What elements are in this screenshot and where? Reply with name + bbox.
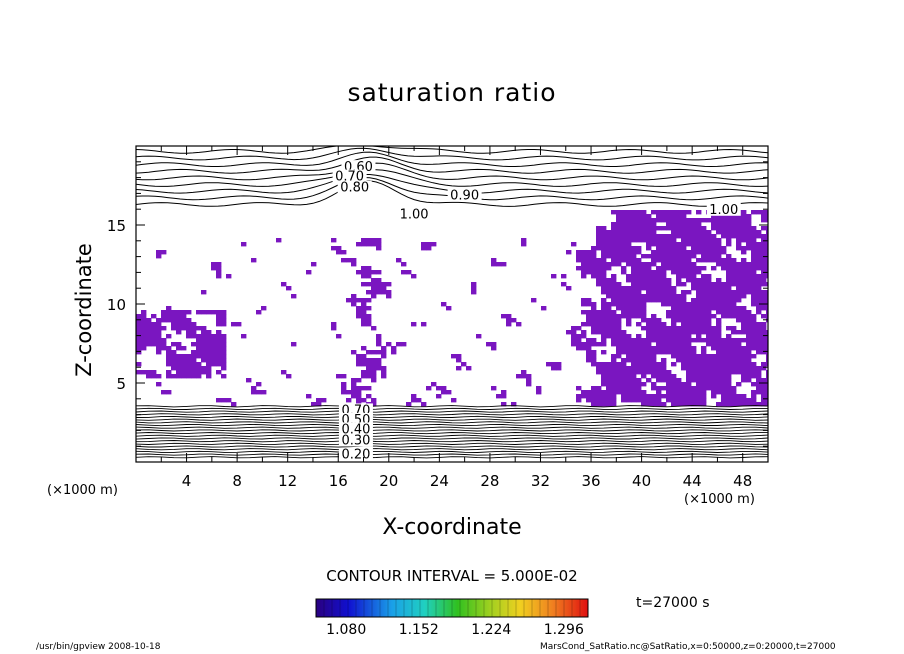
footer-program: /usr/bin/gpview 2008-10-18 [36,642,161,652]
x-tick-label: 40 [632,472,651,490]
chart-title: saturation ratio [347,78,557,107]
colorbar-tick-label: 1.080 [326,622,366,638]
contour-label: 0.30 [341,433,370,448]
x-tick-label: 36 [581,472,600,490]
contour-label: 1.00 [709,203,738,218]
x-tick-label: 20 [379,472,398,490]
contour-label: 0.80 [340,181,369,196]
x-tick-label: 48 [733,472,752,490]
contour-label: 1.00 [400,208,429,223]
y-axis-unit: (×1000 m) [47,483,118,498]
colorbar-tick-label: 1.224 [471,622,511,638]
contour-label: 0.20 [341,448,370,463]
x-tick-label: 16 [329,472,348,490]
x-tick-label: 44 [683,472,702,490]
x-tick-label: 32 [531,472,550,490]
x-tick-label: 12 [278,472,297,490]
x-tick-label: 24 [430,472,449,490]
contour-interval-text: CONTOUR INTERVAL = 5.000E-02 [326,567,578,585]
x-tick-label: 4 [182,472,192,490]
time-label: t=27000 s [636,595,710,611]
x-axis-label: X-coordinate [382,515,522,540]
x-tick-label: 8 [232,472,242,490]
colorbar-tick-label: 1.152 [399,622,439,638]
y-tick-label: 5 [116,375,126,393]
contour-label: 0.90 [450,189,479,204]
y-axis-label: Z-coordinate [72,243,96,377]
x-axis-unit: (×1000 m) [684,492,755,507]
y-tick-label: 10 [107,296,126,314]
x-tick-label: 28 [480,472,499,490]
colorbar-tick-label: 1.296 [544,622,584,638]
footer-source: MarsCond_SatRatio.nc@SatRatio,x=0:50000,… [540,642,836,652]
y-tick-label: 15 [107,217,126,235]
